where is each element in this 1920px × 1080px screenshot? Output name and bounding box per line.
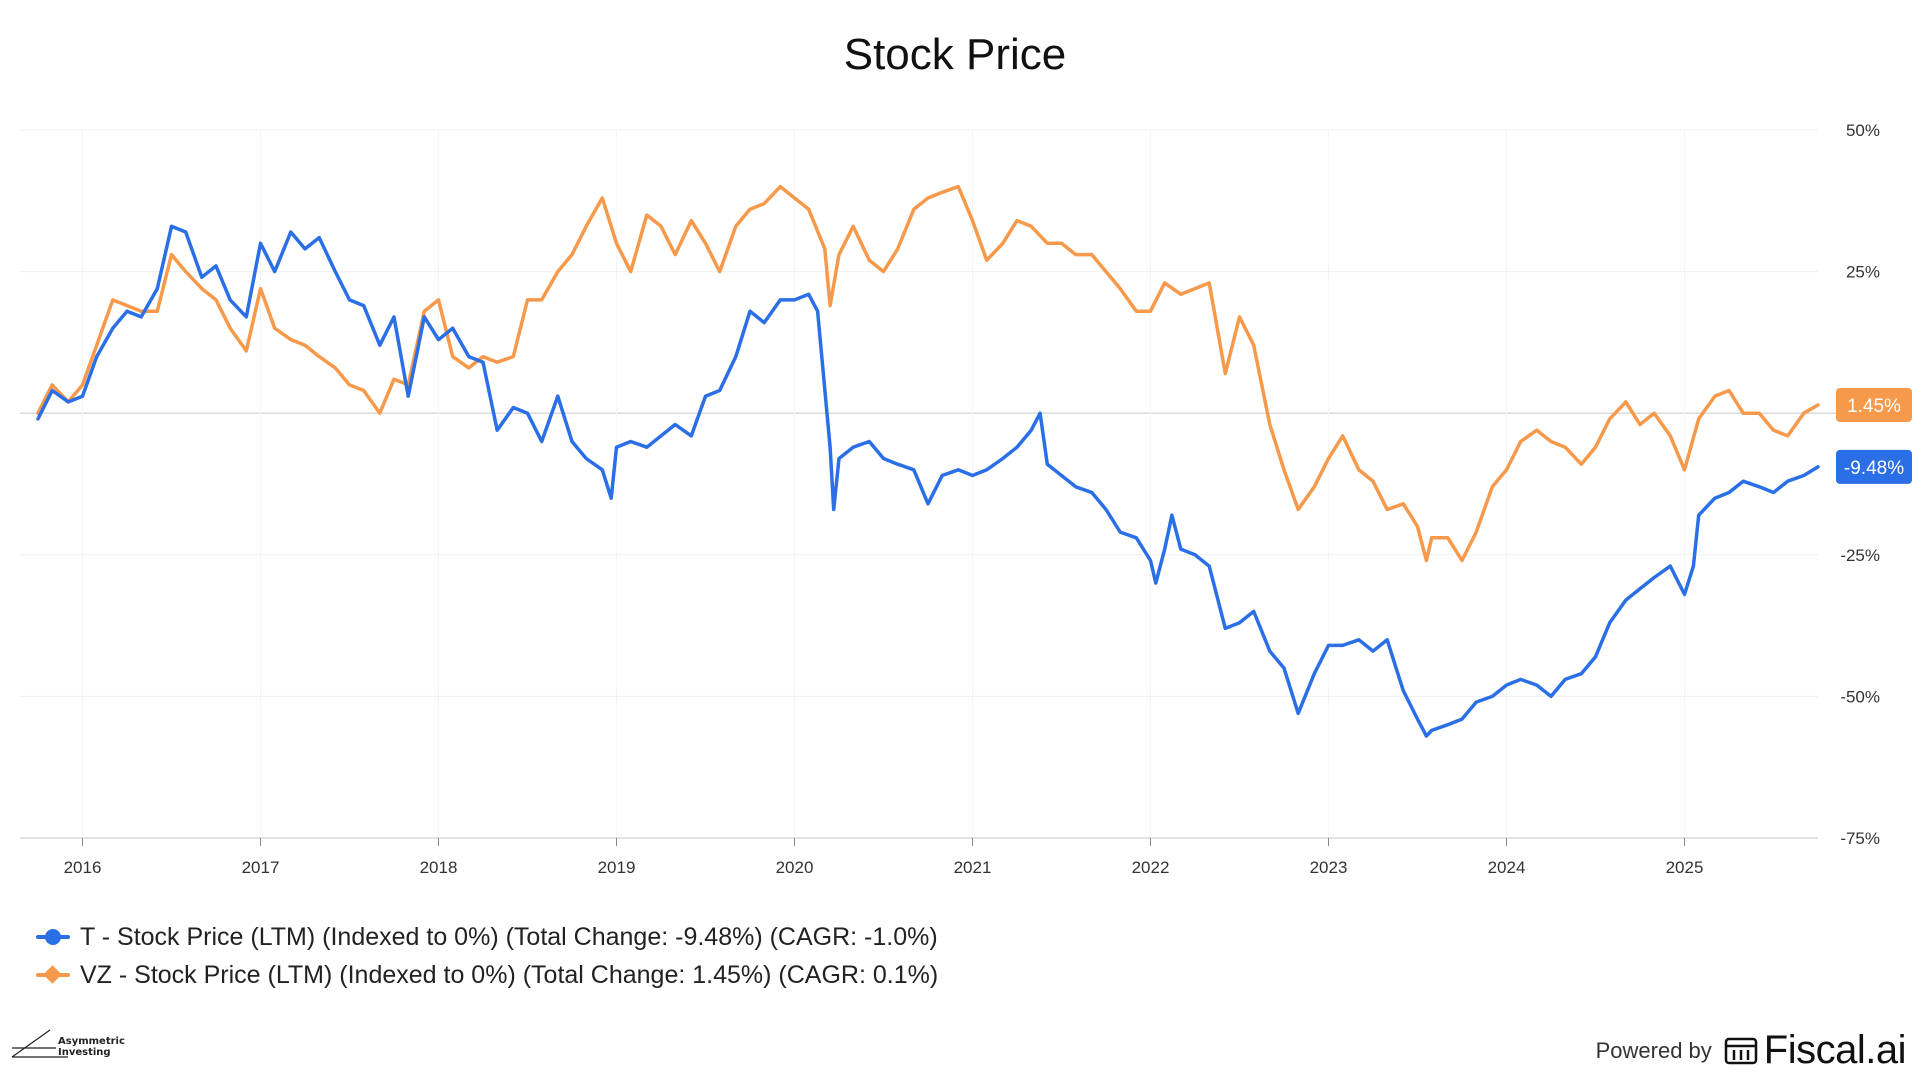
axis-layer: 50% 25% -25% -50% -75% 2016 2017 2018 2019 2020 20… [20, 121, 1880, 877]
x-tick-label: 2023 [1310, 858, 1348, 877]
powered-by-text: Powered by [1595, 1037, 1712, 1063]
legend-label-vz: VZ - Stock Price (LTM) (Indexed to 0%) (… [80, 960, 939, 989]
y-tick-label: 25% [1846, 263, 1880, 282]
series-line-t [36, 224, 1820, 738]
legend-circle-icon [36, 927, 70, 947]
x-tick-label: 2022 [1132, 858, 1170, 877]
chart-title: Stock Price [843, 30, 1067, 79]
y-tick-label: -50% [1840, 687, 1880, 706]
end-label-text: -9.48% [1844, 458, 1904, 479]
legend-label-t: T - Stock Price (LTM) (Indexed to 0%) (T… [80, 922, 938, 951]
end-label-vz: 1.45% [1836, 387, 1912, 422]
y-tick-label: -75% [1840, 829, 1880, 848]
x-tick-label: 2018 [420, 858, 458, 877]
powered-by-fiscal: Powered by Fiscal.ai [1595, 1028, 1907, 1073]
x-tick-label: 2024 [1488, 858, 1526, 877]
legend-diamond-icon [36, 965, 70, 985]
asymmetric-logo-text: Asymmetric Investing [58, 1036, 125, 1058]
legend-item-vz[interactable]: VZ - Stock Price (LTM) (Indexed to 0%) (… [36, 956, 938, 994]
x-tick-label: 2017 [242, 858, 280, 877]
x-tick-label: 2021 [954, 858, 992, 877]
x-tick-label: 2025 [1666, 858, 1704, 877]
x-tick-label: 2020 [776, 858, 814, 877]
fiscal-logo-text: Fiscal.ai [1763, 1028, 1907, 1072]
y-tick-label: 50% [1846, 121, 1880, 140]
end-label-box [1836, 387, 1912, 422]
end-label-box [1836, 449, 1912, 484]
x-tick-label: 2016 [64, 858, 102, 877]
asymmetric-investing-logo: Asymmetric Investing [10, 1024, 180, 1060]
end-label-text: 1.45% [1847, 396, 1901, 417]
x-tick-label: 2019 [598, 858, 636, 877]
end-label-layer: -9.48% 1.45% [1836, 387, 1912, 484]
legend: T - Stock Price (LTM) (Indexed to 0%) (T… [36, 918, 938, 994]
series-layer [36, 184, 1820, 738]
legend-item-t[interactable]: T - Stock Price (LTM) (Indexed to 0%) (T… [36, 918, 938, 956]
end-label-t: -9.48% [1836, 449, 1912, 484]
fiscal-logo-icon [1724, 1037, 1758, 1064]
asymmetric-logo-icon [11, 1029, 68, 1058]
series-line-vz [36, 184, 1820, 563]
y-tick-label: -25% [1840, 546, 1880, 565]
